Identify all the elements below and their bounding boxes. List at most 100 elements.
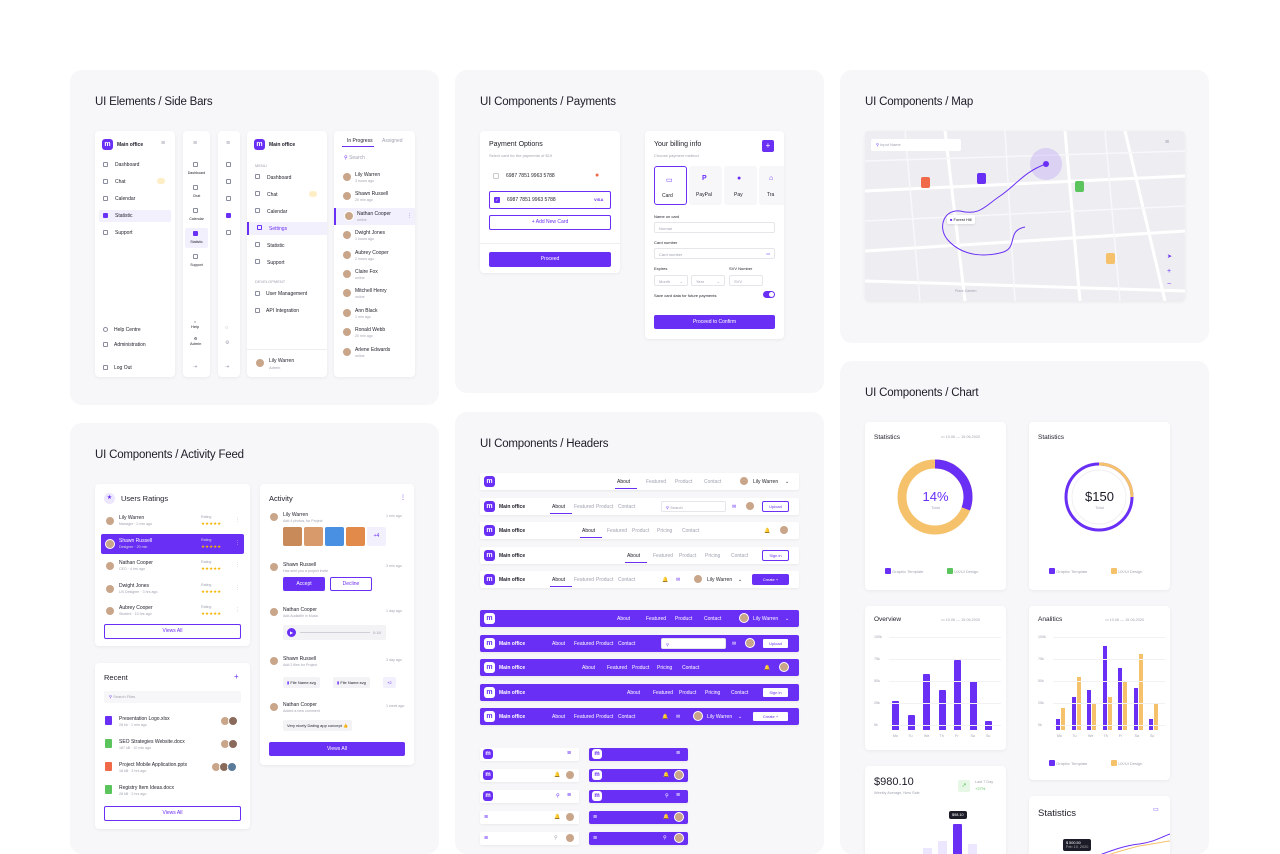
menu-icon[interactable]: ≡ xyxy=(567,750,572,757)
add-card-button[interactable]: + Add New Card xyxy=(489,215,611,230)
user-management-item[interactable]: User Management xyxy=(255,291,307,297)
sidebar-item-statistic[interactable]: Statistic xyxy=(99,210,171,222)
file-row[interactable]: Presentation Logo.xlsx 28 kb · 1 min ago xyxy=(95,713,250,733)
bell-icon[interactable]: 🔔 xyxy=(764,528,771,534)
nav-link-featured[interactable]: Featured xyxy=(646,616,667,622)
bar-graphic-tu[interactable] xyxy=(1071,697,1076,730)
card-number-input[interactable]: Card number ▭ xyxy=(654,248,775,259)
nav-link-product[interactable]: Product xyxy=(679,552,697,559)
sidebar-item-calendar[interactable]: Calendar xyxy=(99,193,171,205)
contact-item[interactable]: Aubrey Cooper 2 hours ago xyxy=(334,247,415,264)
contact-item[interactable]: Mitchell Henry online xyxy=(334,285,415,302)
play-icon[interactable]: ▶ xyxy=(287,628,296,637)
method-transfer[interactable]: ⌂ Tra xyxy=(759,166,784,205)
zoom-in-icon[interactable]: + xyxy=(1167,268,1172,275)
checkbox[interactable] xyxy=(493,173,499,179)
more-photos[interactable]: +4 xyxy=(367,527,386,546)
nav-link-contact[interactable]: Contact xyxy=(731,552,749,559)
bell-icon[interactable]: 🔔 xyxy=(764,665,771,671)
sidebar-item-statistic[interactable]: Statistic xyxy=(185,228,208,248)
date-range[interactable]: ▭ 10.06 — 15.06.2020 xyxy=(941,618,981,622)
bar-sa[interactable] xyxy=(969,680,977,730)
mail-icon[interactable]: ✉ xyxy=(676,714,681,720)
mail-icon[interactable]: ✉ xyxy=(676,577,681,583)
nav-link-about[interactable]: About xyxy=(582,528,596,534)
logout-item[interactable]: Log Out xyxy=(103,365,132,371)
file-row[interactable]: Registry Item Ideas.docx 28 kB · 2 hrs a… xyxy=(95,782,250,802)
api-integration-item[interactable]: API Integration xyxy=(255,308,299,314)
bar-tu[interactable] xyxy=(907,715,915,730)
method-apple-pay[interactable]: ● Pay xyxy=(724,166,757,205)
nav-link-featured[interactable]: Featured xyxy=(574,714,595,720)
help-icon[interactable]: ○ xyxy=(225,325,229,331)
nav-link-about[interactable]: About xyxy=(552,503,566,510)
contact-item[interactable]: Claire Fox online xyxy=(334,266,415,283)
card-option-2[interactable]: ✓ 6987 7851 9963 5788 VISA xyxy=(489,191,611,209)
menu-icon[interactable]: ≡ xyxy=(484,835,489,842)
accept-button[interactable]: Accept xyxy=(283,577,325,591)
bar[interactable] xyxy=(938,841,947,854)
admin-item[interactable]: ⚙ Admin xyxy=(190,336,202,346)
checkbox-checked[interactable]: ✓ xyxy=(494,197,500,203)
pin-green-icon[interactable] xyxy=(1075,181,1084,192)
bar-we[interactable] xyxy=(923,673,930,730)
bar-highlight[interactable] xyxy=(953,824,962,854)
dashboard-icon[interactable] xyxy=(226,162,231,167)
rating-row[interactable]: Lily Warren Manager · 2 min ago Rating ★… xyxy=(95,511,250,531)
user-name[interactable]: Lily Warren xyxy=(707,577,733,583)
more-icon[interactable]: ⋮ xyxy=(235,607,240,613)
map-search-input[interactable]: ⚲ Input Name xyxy=(871,139,961,151)
menu-icon[interactable]: ≡ xyxy=(567,792,572,799)
rating-row[interactable]: Shawn Russell Designer · 20 min Rating ★… xyxy=(101,533,244,554)
chevron-down-icon[interactable]: ⌄ xyxy=(785,616,790,622)
contact-item[interactable]: Dwight Jones 1 hours ago xyxy=(334,227,415,244)
nav-link-product[interactable]: Product xyxy=(675,479,693,485)
menu-icon[interactable]: ≡ xyxy=(193,140,198,147)
file-row[interactable]: SEO Strategies Website.docx 187 kB · 10 … xyxy=(95,736,250,756)
nav-link-contact[interactable]: Contact xyxy=(618,714,636,720)
sidebar-item-calendar[interactable]: Calendar xyxy=(185,205,208,225)
menu-icon[interactable]: ≡ xyxy=(161,140,166,147)
date-range[interactable]: ▭ 10.06 — 15.06.2020 xyxy=(941,435,981,439)
user-name[interactable]: Lily Warren xyxy=(753,479,779,485)
signin-button[interactable]: Sign in xyxy=(762,549,789,561)
nav-link-about[interactable]: About xyxy=(582,665,596,671)
administration-item[interactable]: Administration xyxy=(103,342,146,348)
nav-link-about[interactable]: About xyxy=(552,640,566,647)
nav-link-about[interactable]: About xyxy=(627,689,641,696)
chat-icon[interactable] xyxy=(226,179,231,184)
bar-ux-th[interactable] xyxy=(1107,696,1112,730)
search-input[interactable]: ⚲ Search xyxy=(344,155,365,161)
more-icon[interactable]: ⋮ xyxy=(400,495,406,501)
calendar-icon[interactable]: ▭ xyxy=(1153,807,1159,813)
nav-link-about[interactable]: About xyxy=(617,616,631,622)
bar-graphic-su[interactable] xyxy=(1149,719,1153,730)
nav-link-contact[interactable]: Contact xyxy=(704,479,722,485)
menu-icon[interactable]: ≡ xyxy=(676,750,681,757)
mail-icon[interactable]: ✉ xyxy=(732,640,737,647)
sidebar-item-support[interactable]: Support xyxy=(247,256,327,269)
file-chip[interactable]: ▮ File Name.svg xyxy=(283,677,320,688)
map-view[interactable]: ⚲ Input Name ≡ ■ Forest Hill Place Garde… xyxy=(865,131,1185,301)
nav-link-contact[interactable]: Contact xyxy=(704,616,722,622)
menu-icon[interactable]: ≡ xyxy=(1165,139,1170,146)
year-select[interactable]: Year ⌄ xyxy=(691,275,725,286)
bar-graphic-th[interactable] xyxy=(1102,645,1107,730)
menu-icon[interactable]: ≡ xyxy=(226,140,231,147)
sidebar-item-dashboard[interactable]: Dashboard xyxy=(99,159,171,171)
support-icon[interactable] xyxy=(226,230,231,235)
name-input[interactable]: Normal xyxy=(654,222,775,233)
menu-icon[interactable]: ≡ xyxy=(484,814,489,821)
bar[interactable] xyxy=(923,848,932,854)
logout-icon[interactable]: ⇥ xyxy=(193,364,198,370)
bar-ux-sa[interactable] xyxy=(1138,654,1143,730)
contact-item[interactable]: Arlene Edwards online xyxy=(334,344,415,361)
user-name[interactable]: Lily Warren xyxy=(753,616,779,622)
bell-icon[interactable]: 🔔 xyxy=(663,772,670,778)
nav-link-featured[interactable]: Featured xyxy=(574,503,595,510)
nav-link-featured[interactable]: Featured xyxy=(607,665,628,671)
tab-in-progress[interactable]: In Progress xyxy=(347,138,373,144)
sidebar-item-chat[interactable]: Chat xyxy=(99,176,171,188)
sidebar-item-chat[interactable]: Chat xyxy=(247,188,327,201)
bar-th[interactable] xyxy=(938,689,946,730)
